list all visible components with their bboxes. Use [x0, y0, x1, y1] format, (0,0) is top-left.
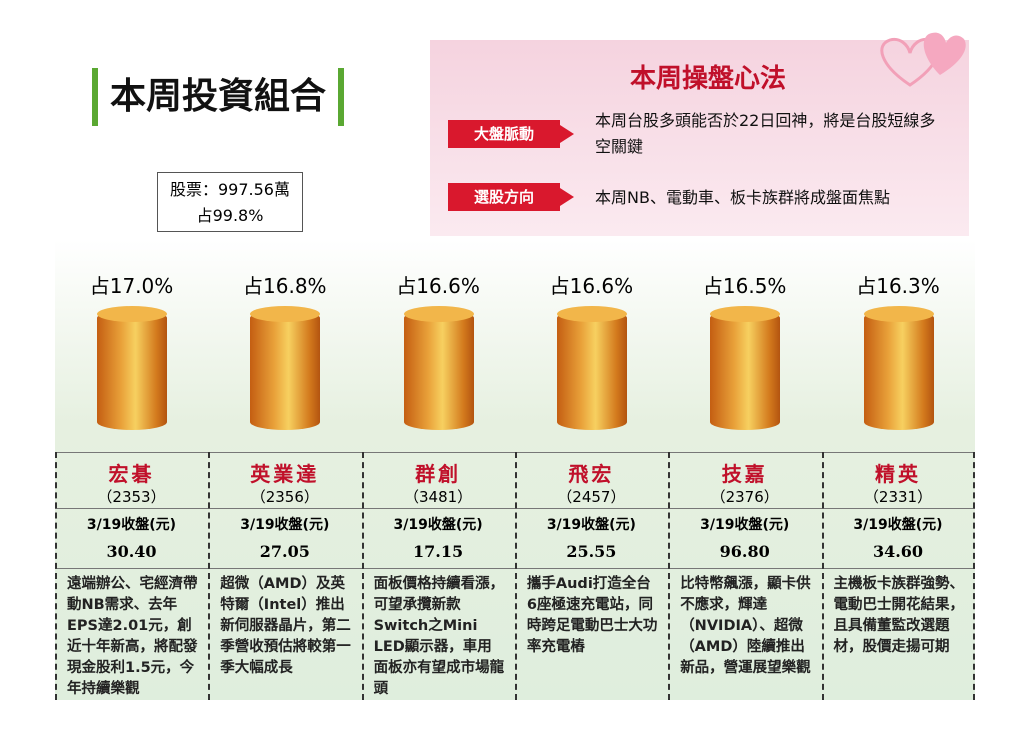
share-label: 占16.5%: [702, 274, 787, 298]
stock-code: （2356）: [250, 488, 319, 506]
strategy-text: 本周NB、電動車、板卡族群將成盤面焦點: [595, 188, 890, 207]
stock-name: 技嘉: [721, 462, 768, 486]
portfolio-area: 占17.0% 宏碁 （2353） 3/19收盤(元) 30.40 遠端辦公、宅經濟帶動NB…: [55, 240, 975, 700]
stock-code: （3481）: [404, 488, 473, 506]
strategy-panel: 本周操盤心法 大盤脈動 本周台股多頭能否於22日回神，將是台股短線多空關鍵 選股…: [430, 40, 969, 236]
share-label: 占16.6%: [396, 274, 480, 298]
separator: [514, 452, 517, 700]
strategy-label: 大盤脈動: [448, 120, 560, 148]
price: 25.55: [566, 542, 617, 561]
stock-name: 宏碁: [108, 462, 155, 486]
stock-name: 群創: [415, 462, 462, 486]
description: 遠端辦公、宅經濟帶動NB需求、去年EPS達2.01元，創近十年新高，將配發現金股…: [67, 576, 198, 697]
stock-box: 股票：997.56萬 占99.8%: [157, 172, 303, 232]
strategy-text: 本周台股多頭能否於22日回神，將是台股短線多空關鍵: [595, 111, 936, 156]
stock-column: 占16.8% 英業達 （2356） 3/19收盤(元) 27.05 超微（AMD）及英特爾…: [208, 240, 361, 700]
cylinder: [250, 310, 321, 430]
stock-column: 占17.0% 宏碁 （2353） 3/19收盤(元) 30.40 遠端辦公、宅經濟帶動NB…: [55, 240, 208, 700]
price: 17.15: [413, 542, 464, 561]
stock-code: （2353）: [97, 488, 166, 506]
price: 34.60: [872, 542, 924, 561]
stock-share: 占99.8%: [196, 206, 264, 225]
stock-column: 占16.6% 飛宏 （2457） 3/19收盤(元) 25.55 攜手Audi打造全台6座…: [514, 240, 668, 700]
share-label: 占16.3%: [856, 274, 940, 298]
stock-name: 精英: [875, 462, 921, 486]
price: 27.05: [259, 542, 310, 561]
cylinder-top: [250, 306, 321, 322]
description: 面板價格持續看漲，可望承攬新款Switch之Mini LED顯示器，車用面板亦有…: [373, 576, 505, 697]
stock-name: 飛宏: [568, 462, 615, 486]
description: 攜手Audi打造全台6座極速充電站，同時跨足電動巴士大功率充電樁: [526, 576, 658, 655]
arrow: [560, 188, 574, 206]
strategy-title: 本周操盤心法: [630, 64, 787, 94]
price: 30.40: [106, 542, 157, 561]
share-label: 占16.8%: [243, 274, 327, 298]
separator: [668, 452, 671, 700]
price-label: 3/19收盤(元): [86, 517, 177, 533]
price-label: 3/19收盤(元): [853, 517, 943, 533]
cylinder: [97, 310, 167, 430]
cylinder-top: [556, 306, 627, 322]
cylinder-top: [403, 306, 474, 322]
share-label: 占16.6%: [549, 274, 634, 298]
cylinder: [710, 310, 781, 430]
stock-name: 英業達: [250, 462, 320, 486]
title: 本周投資組合: [92, 68, 345, 126]
cylinder: [403, 310, 474, 430]
strategy-label: 選股方向: [448, 183, 560, 211]
price-label: 3/19收盤(元): [700, 517, 790, 533]
price-label: 3/19收盤(元): [546, 517, 636, 533]
arrow: [560, 125, 574, 143]
separator: [55, 452, 57, 700]
hearts: [880, 32, 966, 87]
separator: [208, 452, 211, 700]
cylinder-top: [863, 306, 934, 322]
stock-column: 占16.3% 精英 （2331） 3/19收盤(元) 34.60 主機板卡族群強勢、電動巴…: [821, 240, 975, 700]
price-label: 3/19收盤(元): [240, 517, 330, 533]
stock-code: （2457）: [557, 488, 626, 506]
price: 96.80: [719, 542, 770, 561]
share-label: 占17.0%: [89, 274, 174, 298]
cylinder-top: [97, 306, 167, 322]
stock-column: 占16.6% 群創 （3481） 3/19收盤(元) 17.15 面板價格持續看漲，可望承…: [361, 240, 515, 700]
separator: [361, 452, 364, 700]
cylinder-top: [710, 306, 781, 322]
stock-code: （2376）: [710, 488, 779, 506]
separator: [973, 452, 975, 700]
price-label: 3/19收盤(元): [393, 517, 483, 533]
cylinder: [863, 310, 934, 430]
cylinder: [556, 310, 627, 430]
separator: [821, 452, 824, 700]
stock-column: 占16.5% 技嘉 （2376） 3/19收盤(元) 96.80 比特幣飆漲，顯卡供不應求…: [668, 240, 821, 700]
description: 主機板卡族群強勢、電動巴士開花結果，且具備董監改選題材，股價走揚可期: [833, 576, 965, 655]
stock-code: （2331）: [863, 488, 933, 506]
stock-total: 股票：997.56萬: [170, 180, 290, 199]
description: 比特幣飆漲，顯卡供不應求，輝達（NVIDIA）、超微（AMD）陸續推出新品，營運…: [680, 576, 811, 676]
description: 超微（AMD）及英特爾（Intel）推出新伺服器晶片，第二季營收預估將較第一季大…: [220, 576, 351, 676]
